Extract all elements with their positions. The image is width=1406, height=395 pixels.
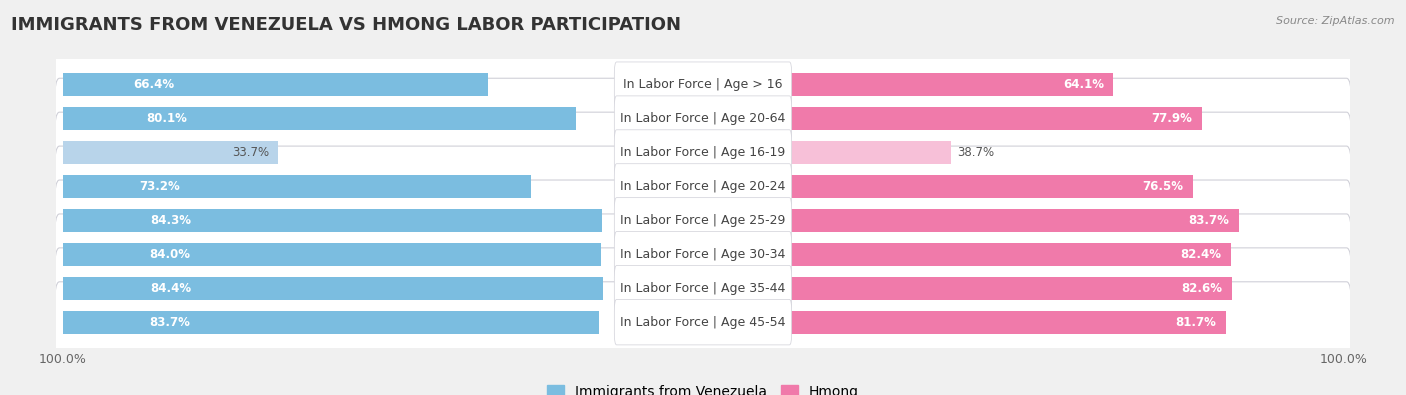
FancyBboxPatch shape	[55, 282, 1351, 363]
Text: 33.7%: 33.7%	[232, 146, 269, 159]
Bar	[703, 209, 1239, 232]
Bar	[703, 310, 1226, 334]
Text: 84.3%: 84.3%	[150, 214, 191, 227]
FancyBboxPatch shape	[614, 62, 792, 107]
Text: 84.0%: 84.0%	[149, 248, 191, 261]
Text: 77.9%: 77.9%	[1152, 112, 1192, 125]
FancyBboxPatch shape	[55, 146, 1351, 227]
Bar	[703, 175, 1192, 198]
Bar	[703, 243, 1230, 266]
FancyBboxPatch shape	[614, 164, 792, 209]
Text: Source: ZipAtlas.com: Source: ZipAtlas.com	[1277, 16, 1395, 26]
Bar	[63, 310, 599, 334]
Text: 76.5%: 76.5%	[1142, 180, 1184, 193]
FancyBboxPatch shape	[614, 130, 792, 175]
Bar	[63, 175, 531, 198]
Text: 81.7%: 81.7%	[1175, 316, 1216, 329]
Bar	[63, 73, 488, 96]
FancyBboxPatch shape	[614, 96, 792, 141]
Bar	[63, 141, 278, 164]
FancyBboxPatch shape	[55, 44, 1351, 125]
Bar	[63, 243, 600, 266]
Text: In Labor Force | Age 30-34: In Labor Force | Age 30-34	[620, 248, 786, 261]
Text: In Labor Force | Age > 16: In Labor Force | Age > 16	[623, 78, 783, 91]
Text: 83.7%: 83.7%	[1188, 214, 1229, 227]
Text: 38.7%: 38.7%	[957, 146, 994, 159]
FancyBboxPatch shape	[55, 180, 1351, 261]
FancyBboxPatch shape	[614, 299, 792, 345]
Text: In Labor Force | Age 20-24: In Labor Force | Age 20-24	[620, 180, 786, 193]
FancyBboxPatch shape	[55, 112, 1351, 193]
Text: 64.1%: 64.1%	[1063, 78, 1104, 91]
Text: 66.4%: 66.4%	[132, 78, 174, 91]
Text: In Labor Force | Age 35-44: In Labor Force | Age 35-44	[620, 282, 786, 295]
FancyBboxPatch shape	[614, 231, 792, 277]
FancyBboxPatch shape	[614, 198, 792, 243]
Text: 80.1%: 80.1%	[146, 112, 187, 125]
Text: IMMIGRANTS FROM VENEZUELA VS HMONG LABOR PARTICIPATION: IMMIGRANTS FROM VENEZUELA VS HMONG LABOR…	[11, 16, 682, 34]
Text: 82.4%: 82.4%	[1180, 248, 1220, 261]
Bar	[63, 107, 575, 130]
FancyBboxPatch shape	[55, 248, 1351, 329]
Bar	[703, 107, 1202, 130]
Text: 84.4%: 84.4%	[150, 282, 191, 295]
FancyBboxPatch shape	[55, 78, 1351, 159]
FancyBboxPatch shape	[55, 214, 1351, 295]
Bar	[703, 277, 1232, 300]
Text: 82.6%: 82.6%	[1181, 282, 1222, 295]
Text: In Labor Force | Age 25-29: In Labor Force | Age 25-29	[620, 214, 786, 227]
Bar	[703, 73, 1114, 96]
Text: 83.7%: 83.7%	[149, 316, 190, 329]
Text: In Labor Force | Age 45-54: In Labor Force | Age 45-54	[620, 316, 786, 329]
Text: In Labor Force | Age 16-19: In Labor Force | Age 16-19	[620, 146, 786, 159]
Bar	[703, 141, 950, 164]
Legend: Immigrants from Venezuela, Hmong: Immigrants from Venezuela, Hmong	[541, 379, 865, 395]
Text: In Labor Force | Age 20-64: In Labor Force | Age 20-64	[620, 112, 786, 125]
FancyBboxPatch shape	[614, 265, 792, 311]
Text: 73.2%: 73.2%	[139, 180, 180, 193]
Bar	[63, 209, 602, 232]
Bar	[63, 277, 603, 300]
